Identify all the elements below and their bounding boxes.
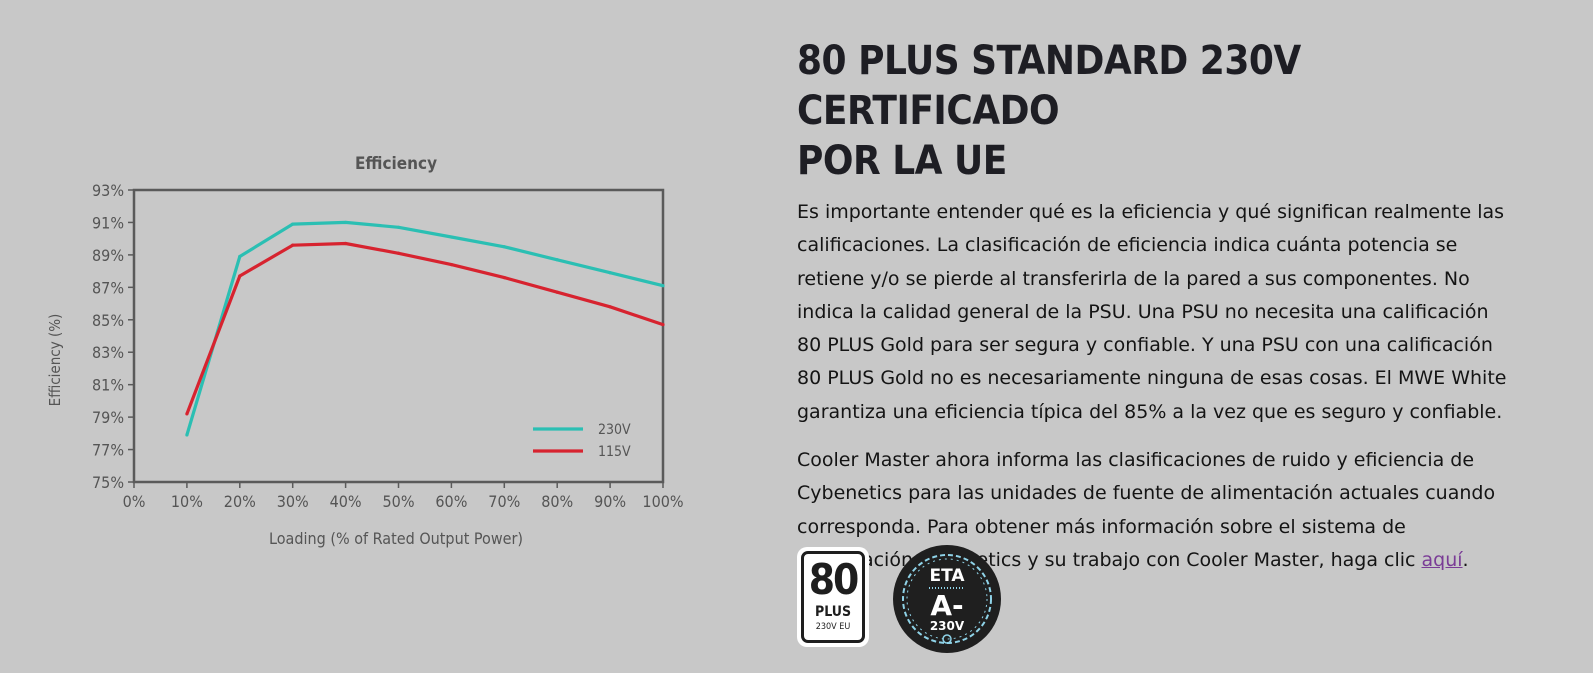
x-tick-label: 80%	[541, 492, 573, 511]
content-section: 80 PLUS STANDARD 230V CERTIFICADO POR LA…	[797, 36, 1517, 577]
data-point-230v	[291, 222, 295, 226]
cybenetics-link[interactable]: aquí	[1421, 548, 1463, 571]
legend-label-115v: 115V	[598, 444, 631, 460]
x-tick-label: 60%	[435, 492, 467, 511]
x-tick-label: 70%	[488, 492, 520, 511]
x-axis-label: Loading (% of Rated Output Power)	[269, 529, 523, 548]
badge-80-number: 80	[808, 555, 860, 604]
efficiency-chart: Efficiency 75% 77% 79% 81% 83% 85% 87% 89% 91% 93%…	[0, 0, 760, 673]
data-point-230v	[555, 258, 559, 262]
efficiency-paragraph: Es importante entender qué es la eficien…	[797, 201, 1507, 423]
data-point-115v	[661, 323, 665, 327]
legend-label-230v: 230V	[598, 422, 631, 438]
y-tick-label: 79%	[92, 408, 124, 427]
badge-plus-label: PLUS	[814, 604, 852, 620]
plot-frame	[132, 188, 665, 484]
page-title: 80 PLUS STANDARD 230V CERTIFICADO POR LA…	[797, 36, 1517, 186]
80-plus-230v-eu-badge: 80 PLUS 230V EU	[797, 547, 869, 647]
data-point-230v	[449, 235, 453, 239]
eta-badge-grade: A-	[930, 589, 963, 622]
y-tick-label: 75%	[92, 473, 124, 492]
series-line-230v	[185, 220, 664, 436]
page-title-line-1: 80 PLUS STANDARD 230V CERTIFICADO	[797, 38, 1301, 134]
data-point-115v	[185, 412, 189, 416]
data-point-230v	[344, 220, 348, 225]
x-tick-label: 30%	[277, 492, 309, 511]
page-title-line-2: POR LA UE	[797, 138, 1007, 184]
y-tick-label: 81%	[92, 376, 124, 395]
data-point-115v	[238, 274, 242, 278]
data-point-230v	[608, 271, 612, 275]
data-point-230v	[396, 225, 401, 229]
data-point-115v	[555, 290, 559, 294]
chart-title: Efficiency	[355, 154, 437, 174]
data-point-230v	[502, 245, 506, 249]
series-line-115v	[185, 241, 664, 415]
x-tick-label: 10%	[171, 492, 203, 511]
data-point-115v	[291, 243, 295, 247]
y-tick-label: 93%	[92, 181, 124, 200]
data-point-115v	[396, 251, 401, 255]
y-tick-label: 77%	[92, 441, 124, 460]
y-tick-label: 91%	[92, 213, 124, 232]
eta-badge-top: ETA	[929, 566, 965, 586]
eta-a-minus-230v-badge: ETA A- 230V	[893, 545, 1001, 653]
y-tick-label: 83%	[92, 343, 124, 362]
y-tick-label: 85%	[92, 311, 124, 330]
data-point-115v	[608, 305, 612, 309]
y-tick-label: 89%	[92, 246, 124, 265]
x-tick-label: 50%	[383, 492, 415, 511]
x-tick-label: 20%	[224, 492, 256, 511]
badge-230v-eu-label: 230V EU	[815, 622, 851, 632]
cybenetics-paragraph-end: .	[1462, 548, 1469, 571]
data-point-115v	[502, 276, 506, 280]
x-tick-label: 90%	[594, 492, 626, 511]
data-point-230v	[661, 284, 665, 288]
y-tick-label: 87%	[92, 278, 124, 297]
efficiency-chart-svg: Efficiency 75% 77% 79% 81% 83% 85% 87% 89% 91% 93%…	[46, 154, 684, 548]
data-point-230v	[238, 254, 242, 259]
y-axis-label: Efficiency (%)	[46, 314, 64, 407]
x-tick-label: 0%	[123, 492, 146, 511]
data-point-230v	[185, 433, 189, 437]
data-point-115v	[344, 241, 348, 246]
x-tick-label: 100%	[642, 492, 683, 511]
eta-badge-voltage: 230V	[930, 619, 965, 633]
x-tick-label: 40%	[330, 492, 362, 511]
data-point-115v	[449, 263, 453, 267]
certification-badges: 80 PLUS 230V EU ETA A- 230V	[797, 545, 1017, 653]
